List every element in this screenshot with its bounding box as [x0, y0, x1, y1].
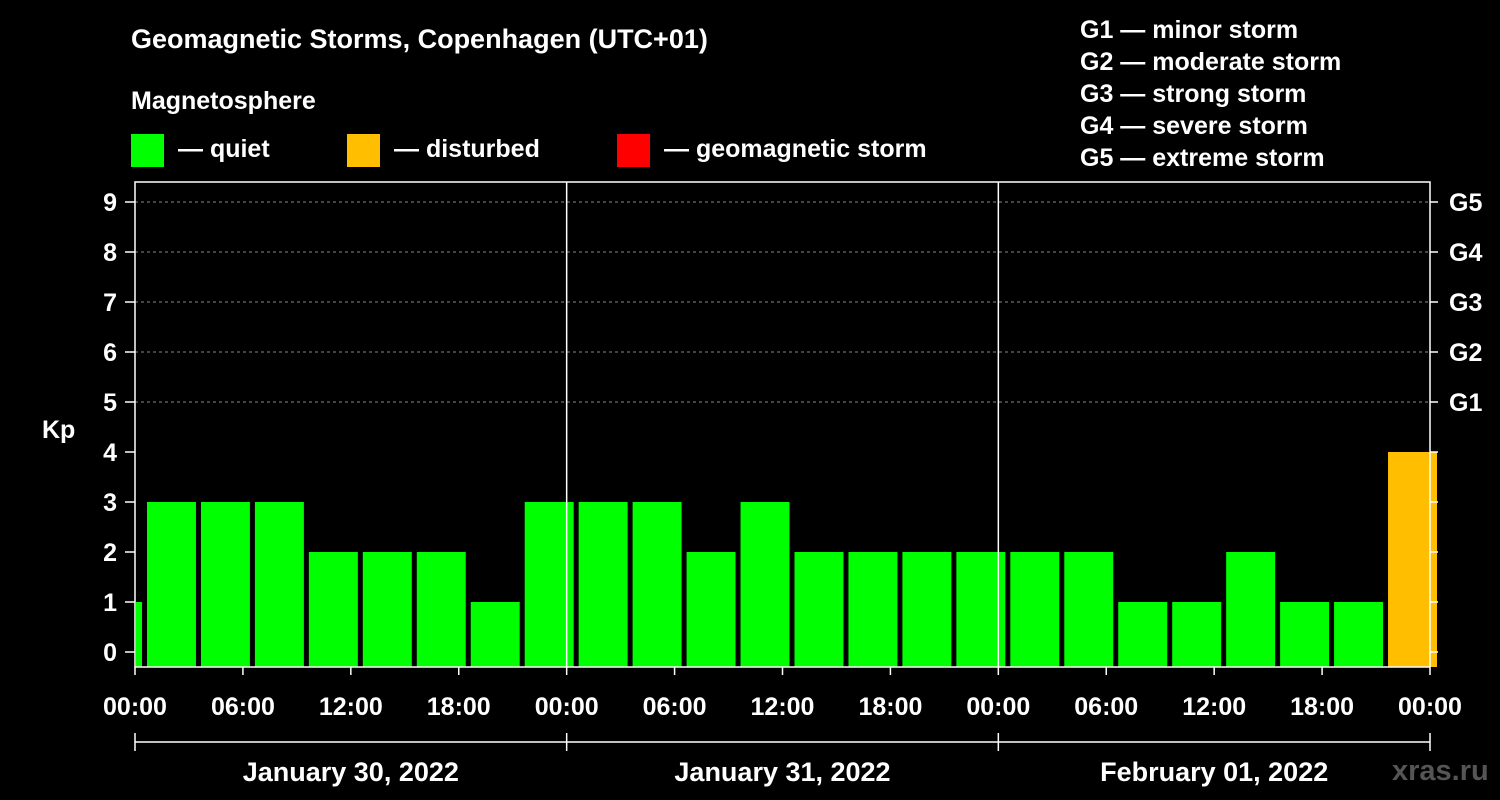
x-tick-label-0: 00:00	[103, 693, 167, 721]
watermark: xras.ru	[1392, 755, 1489, 787]
legend-swatch-quiet	[131, 134, 164, 167]
day-label-1: January 31, 2022	[674, 757, 890, 787]
grid-lines	[135, 201, 1430, 403]
kp-bar-23	[1334, 602, 1384, 667]
scale-g5: G5 — extreme storm	[1080, 144, 1325, 172]
y-tick-label-4: 4	[103, 439, 117, 467]
bars	[136, 452, 1437, 667]
scale-g2: G2 — moderate storm	[1080, 48, 1342, 76]
g-label-G3: G3	[1449, 289, 1482, 317]
scale-g3: G3 — strong storm	[1080, 80, 1307, 108]
kp-bar-18	[1064, 552, 1114, 667]
kp-bar-13	[794, 552, 844, 667]
kp-bar-5	[362, 552, 412, 667]
day-label-2: February 01, 2022	[1100, 757, 1328, 787]
x-tick-label-1: 06:00	[211, 693, 275, 721]
g-label-G1: G1	[1449, 389, 1482, 417]
kp-bar-2	[200, 502, 250, 667]
x-tick-label-4: 00:00	[535, 693, 599, 721]
kp-bar-0	[136, 602, 142, 667]
kp-bar-3	[254, 502, 304, 667]
y-axis-label: Kp	[42, 416, 75, 444]
x-tick-label-12: 00:00	[1398, 693, 1462, 721]
scale-g1: G1 — minor storm	[1080, 16, 1299, 44]
g-label-G4: G4	[1449, 239, 1482, 267]
x-tick-label-10: 12:00	[1182, 693, 1246, 721]
storm-scale-legend: G1 — minor storm G2 — moderate storm G3 …	[1080, 14, 1341, 174]
x-tick-label-11: 18:00	[1290, 693, 1354, 721]
kp-bar-20	[1172, 602, 1222, 667]
kp-bar-7	[470, 602, 520, 667]
axes	[125, 181, 1438, 751]
kp-bar-16	[956, 552, 1006, 667]
y-tick-label-6: 6	[103, 339, 117, 367]
kp-bar-4	[308, 552, 358, 667]
kp-bar-15	[902, 552, 952, 667]
kp-bar-17	[1010, 552, 1060, 667]
tick-labels: 0 1 2 3 4 5 6 7 8 9 G1 G2 G3 G4 G5 Kp 00:00 06:00 12:00 18:…	[42, 189, 1482, 787]
y-tick-label-3: 3	[103, 489, 117, 517]
kp-bar-10	[632, 502, 682, 667]
legend-label-disturbed: — disturbed	[394, 135, 540, 163]
y-tick-label-8: 8	[103, 239, 117, 267]
kp-bar-1	[146, 502, 196, 667]
kp-bar-12	[740, 502, 790, 667]
legend-swatch-disturbed	[347, 134, 380, 167]
kp-bar-19	[1118, 602, 1168, 667]
x-tick-label-5: 06:00	[643, 693, 707, 721]
kp-bar-21	[1226, 552, 1276, 667]
x-tick-label-8: 00:00	[966, 693, 1030, 721]
scale-g4: G4 — severe storm	[1080, 112, 1308, 140]
legend-label-storm: — geomagnetic storm	[664, 135, 927, 163]
kp-bar-22	[1280, 602, 1330, 667]
x-tick-label-7: 18:00	[858, 693, 922, 721]
y-tick-label-2: 2	[103, 539, 117, 567]
kp-bar-11	[686, 552, 736, 667]
day-label-0: January 30, 2022	[243, 757, 459, 787]
y-tick-label-0: 0	[103, 639, 117, 667]
magnetosphere-heading: Magnetosphere	[131, 87, 316, 115]
g-label-G5: G5	[1449, 189, 1482, 217]
kp-bar-14	[848, 552, 898, 667]
g-label-G2: G2	[1449, 339, 1482, 367]
kp-bar-6	[416, 552, 466, 667]
kp-bar-8	[524, 502, 574, 667]
legend-label-quiet: — quiet	[178, 135, 270, 163]
y-tick-label-9: 9	[103, 189, 117, 217]
y-tick-label-7: 7	[103, 289, 117, 317]
chart-title: Geomagnetic Storms, Copenhagen (UTC+01)	[131, 24, 708, 54]
kp-bar-24	[1388, 452, 1437, 667]
kp-bar-9	[578, 502, 628, 667]
x-tick-label-2: 12:00	[319, 693, 383, 721]
x-tick-label-9: 06:00	[1074, 693, 1138, 721]
x-tick-label-6: 12:00	[751, 693, 815, 721]
y-tick-label-5: 5	[103, 389, 117, 417]
legend-swatch-storm	[617, 134, 650, 167]
y-tick-label-1: 1	[103, 589, 117, 617]
x-tick-label-3: 18:00	[427, 693, 491, 721]
